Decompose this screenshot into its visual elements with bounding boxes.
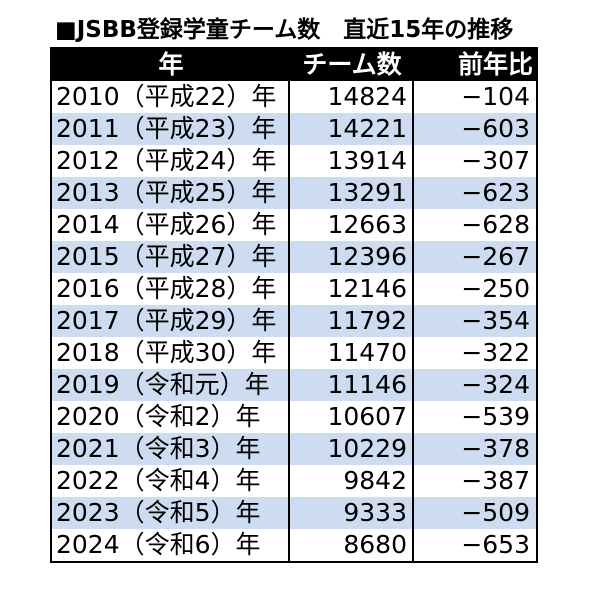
team-count-cell: 9842: [290, 465, 414, 497]
team-count-cell: 11146: [290, 369, 414, 401]
yoy-change-cell: −267: [461, 242, 530, 271]
year-cell: 2023（令和5）年: [52, 497, 290, 529]
yoy-change-cell: −324: [461, 370, 530, 399]
year-cell: 2012（平成24）年: [52, 145, 290, 177]
teams-table: 年 チーム数 前年比 2010（平成22）年 14824 −104 2011（平成23…: [50, 47, 538, 563]
table-row: 2013（平成25）年 13291 −623: [52, 177, 536, 209]
col-header-year: 年: [158, 50, 184, 79]
table-row: 2018（平成30）年 11470 −322: [52, 337, 536, 369]
table-row: 2021（令和3）年 10229 −378: [52, 433, 536, 465]
table-row: 2011（平成23）年 14221 −603: [52, 113, 536, 145]
yoy-change-cell: −539: [461, 402, 530, 431]
year-cell: 2020（令和2）年: [52, 401, 290, 433]
table-row: 2012（平成24）年 13914 −307: [52, 145, 536, 177]
yoy-change-cell: −250: [461, 274, 530, 303]
team-count-cell: 11470: [290, 337, 414, 369]
year-cell: 2017（平成29）年: [52, 305, 290, 337]
yoy-change-cell: −603: [461, 114, 530, 143]
yoy-change-cell: −509: [461, 498, 530, 527]
table-row: 2014（平成26）年 12663 −628: [52, 209, 536, 241]
yoy-change-cell: −623: [461, 178, 530, 207]
yoy-change-cell: −628: [461, 210, 530, 239]
year-cell: 2015（平成27）年: [52, 241, 290, 273]
year-cell: 2016（平成28）年: [52, 273, 290, 305]
team-count-cell: 10229: [290, 433, 414, 465]
year-cell: 2014（平成26）年: [52, 209, 290, 241]
page-title: ■JSBB登録学童チーム数 直近15年の推移: [55, 17, 514, 43]
table-row: 2023（令和5）年 9333 −509: [52, 497, 536, 529]
year-cell: 2022（令和4）年: [52, 465, 290, 497]
team-count-cell: 11792: [290, 305, 414, 337]
table-row: 2020（令和2）年 10607 −539: [52, 401, 536, 433]
table-row: 2019（令和元）年 11146 −324: [52, 369, 536, 401]
yoy-change-cell: −307: [461, 146, 530, 175]
yoy-change-cell: −378: [461, 434, 530, 463]
year-cell: 2024（令和6）年: [52, 529, 290, 561]
team-count-cell: 10607: [290, 401, 414, 433]
yoy-change-cell: −104: [461, 82, 530, 111]
table-row: 2015（平成27）年 12396 −267: [52, 241, 536, 273]
team-count-cell: 12396: [290, 241, 414, 273]
table-header-row: 年 チーム数 前年比: [52, 49, 536, 81]
year-cell: 2011（平成23）年: [52, 113, 290, 145]
year-cell: 2021（令和3）年: [52, 433, 290, 465]
year-cell: 2019（令和元）年: [52, 369, 290, 401]
year-cell: 2010（平成22）年: [52, 81, 290, 113]
team-count-cell: 14824: [290, 81, 414, 113]
col-header-yoy-change: 前年比: [457, 50, 533, 79]
year-cell: 2018（平成30）年: [52, 337, 290, 369]
team-count-cell: 13914: [290, 145, 414, 177]
table-body: 2010（平成22）年 14824 −104 2011（平成23）年 14221 −603…: [52, 81, 536, 561]
team-count-cell: 8680: [290, 529, 414, 561]
yoy-change-cell: −653: [461, 530, 530, 559]
team-count-cell: 9333: [290, 497, 414, 529]
team-count-cell: 12663: [290, 209, 414, 241]
table-row: 2024（令和6）年 8680 −653: [52, 529, 536, 561]
table-row: 2017（平成29）年 11792 −354: [52, 305, 536, 337]
year-cell: 2013（平成25）年: [52, 177, 290, 209]
table-row: 2010（平成22）年 14824 −104: [52, 81, 536, 113]
team-count-cell: 14221: [290, 113, 414, 145]
table-row: 2022（令和4）年 9842 −387: [52, 465, 536, 497]
yoy-change-cell: −354: [461, 306, 530, 335]
yoy-change-cell: −387: [461, 466, 530, 495]
team-count-cell: 12146: [290, 273, 414, 305]
team-count-cell: 13291: [290, 177, 414, 209]
table-row: 2016（平成28）年 12146 −250: [52, 273, 536, 305]
yoy-change-cell: −322: [461, 338, 530, 367]
col-header-team-count: チーム数: [302, 50, 402, 79]
